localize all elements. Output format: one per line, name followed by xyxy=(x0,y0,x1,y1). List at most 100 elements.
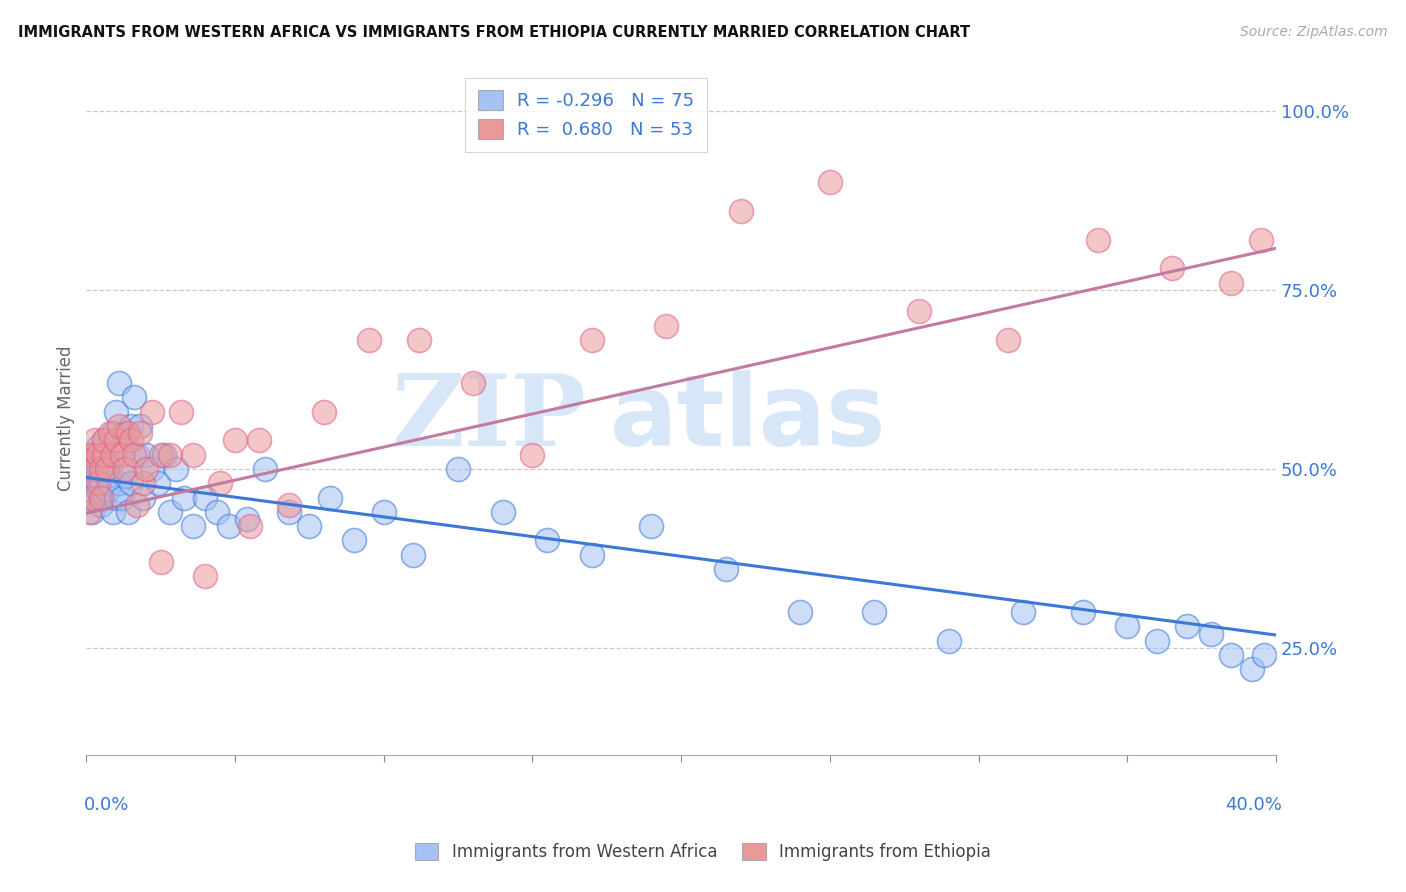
Point xyxy=(84,476,107,491)
Point xyxy=(357,333,380,347)
Point xyxy=(239,519,262,533)
Point xyxy=(1116,619,1139,633)
Point xyxy=(93,462,115,476)
Point xyxy=(461,376,484,390)
Point xyxy=(90,462,112,476)
Point xyxy=(1220,648,1243,662)
Point xyxy=(209,476,232,491)
Text: atlas: atlas xyxy=(610,370,886,467)
Point xyxy=(87,476,110,491)
Point xyxy=(135,448,157,462)
Point xyxy=(87,441,110,455)
Point xyxy=(82,491,104,505)
Point xyxy=(101,448,124,462)
Point xyxy=(298,519,321,533)
Point xyxy=(224,434,246,448)
Point xyxy=(194,491,217,505)
Point xyxy=(125,448,148,462)
Point xyxy=(128,418,150,433)
Point xyxy=(128,426,150,441)
Point xyxy=(253,462,276,476)
Point xyxy=(90,476,112,491)
Point xyxy=(114,462,136,476)
Point xyxy=(447,462,470,476)
Point xyxy=(82,448,104,462)
Point xyxy=(117,505,139,519)
Point xyxy=(536,533,558,548)
Point xyxy=(96,462,118,476)
Text: ZIP: ZIP xyxy=(391,370,586,467)
Point xyxy=(90,498,112,512)
Point xyxy=(908,304,931,318)
Point xyxy=(319,491,342,505)
Point xyxy=(1071,605,1094,619)
Point xyxy=(343,533,366,548)
Point xyxy=(165,462,187,476)
Point xyxy=(87,483,110,498)
Point xyxy=(218,519,240,533)
Point xyxy=(111,491,134,505)
Point xyxy=(1012,605,1035,619)
Point xyxy=(77,505,100,519)
Point xyxy=(84,455,107,469)
Point xyxy=(122,390,145,404)
Legend: R = -0.296   N = 75, R =  0.680   N = 53: R = -0.296 N = 75, R = 0.680 N = 53 xyxy=(465,78,707,152)
Point xyxy=(789,605,811,619)
Point xyxy=(125,498,148,512)
Point xyxy=(1199,626,1222,640)
Point xyxy=(93,434,115,448)
Point xyxy=(277,505,299,519)
Point xyxy=(173,491,195,505)
Text: Source: ZipAtlas.com: Source: ZipAtlas.com xyxy=(1240,25,1388,39)
Point xyxy=(90,448,112,462)
Point xyxy=(205,505,228,519)
Point xyxy=(1175,619,1198,633)
Point xyxy=(373,505,395,519)
Point xyxy=(149,448,172,462)
Point xyxy=(77,469,100,483)
Point xyxy=(655,318,678,333)
Point xyxy=(96,448,118,462)
Point xyxy=(93,434,115,448)
Point xyxy=(402,548,425,562)
Point xyxy=(730,204,752,219)
Point xyxy=(236,512,259,526)
Point xyxy=(1241,662,1264,676)
Point xyxy=(247,434,270,448)
Text: 40.0%: 40.0% xyxy=(1225,796,1282,814)
Point xyxy=(82,505,104,519)
Point xyxy=(714,562,737,576)
Point xyxy=(98,426,121,441)
Point xyxy=(101,505,124,519)
Point xyxy=(132,491,155,505)
Point xyxy=(96,483,118,498)
Point xyxy=(77,491,100,505)
Point xyxy=(105,491,128,505)
Point xyxy=(1160,261,1182,276)
Point xyxy=(122,448,145,462)
Point xyxy=(87,462,110,476)
Point xyxy=(183,448,205,462)
Point xyxy=(314,404,336,418)
Point xyxy=(120,418,142,433)
Point xyxy=(93,491,115,505)
Legend: Immigrants from Western Africa, Immigrants from Ethiopia: Immigrants from Western Africa, Immigran… xyxy=(409,836,997,868)
Point xyxy=(522,448,544,462)
Point xyxy=(77,448,100,462)
Point xyxy=(98,476,121,491)
Point xyxy=(114,426,136,441)
Point xyxy=(152,448,174,462)
Point xyxy=(492,505,515,519)
Point xyxy=(1087,233,1109,247)
Point xyxy=(111,441,134,455)
Point xyxy=(135,462,157,476)
Point xyxy=(101,426,124,441)
Point xyxy=(114,469,136,483)
Point xyxy=(146,476,169,491)
Point xyxy=(640,519,662,533)
Point xyxy=(120,434,142,448)
Text: 0.0%: 0.0% xyxy=(84,796,129,814)
Point xyxy=(93,448,115,462)
Point xyxy=(183,519,205,533)
Y-axis label: Currently Married: Currently Married xyxy=(58,346,75,491)
